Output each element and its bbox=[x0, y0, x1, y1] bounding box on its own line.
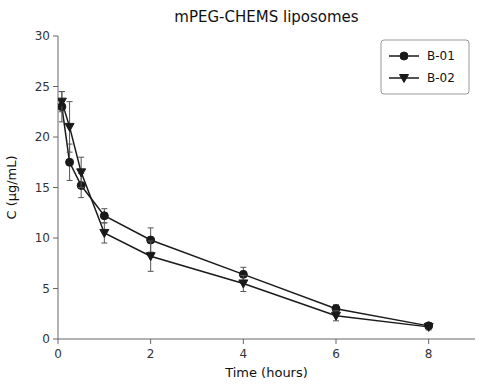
marker bbox=[100, 212, 108, 220]
error-bar-cap bbox=[59, 91, 65, 92]
error-bar-cap bbox=[101, 208, 107, 209]
x-tick-label: 8 bbox=[425, 347, 433, 361]
error-bar-cap bbox=[59, 111, 65, 112]
marker bbox=[66, 158, 74, 166]
error-bar-cap bbox=[78, 187, 84, 188]
error-bar-cap bbox=[67, 101, 73, 102]
error-bar-cap bbox=[333, 310, 339, 311]
x-tick-label: 0 bbox=[54, 347, 62, 361]
series-line bbox=[62, 107, 429, 326]
y-tick bbox=[53, 36, 58, 37]
y-tick-label: 10 bbox=[35, 231, 50, 245]
series-line bbox=[62, 102, 429, 327]
legend-label: B-02 bbox=[427, 71, 455, 85]
title: mPEG-CHEMS liposomes bbox=[174, 8, 358, 26]
chart-container: 0 2 4 6 8 0 5 10 15 20 25 30 mPEG-CHEMS liposomes Tim… bbox=[0, 0, 490, 387]
x-tick bbox=[243, 339, 244, 344]
legend-box bbox=[381, 40, 469, 94]
marker bbox=[239, 280, 248, 288]
error-bar-cap bbox=[240, 267, 246, 268]
error-bar-cap bbox=[101, 222, 107, 223]
x-tick bbox=[150, 339, 151, 344]
marker bbox=[332, 312, 341, 320]
error-bar-cap bbox=[148, 241, 154, 242]
marker bbox=[424, 323, 433, 331]
x-tick bbox=[336, 339, 337, 344]
y-tick-label: 20 bbox=[35, 130, 50, 144]
error-bar-cap bbox=[148, 227, 154, 228]
error-bar-cap bbox=[78, 197, 84, 198]
series bbox=[58, 92, 433, 330]
y-tick bbox=[53, 288, 58, 289]
error-bar bbox=[101, 209, 107, 223]
marker bbox=[400, 75, 409, 83]
plot-area bbox=[58, 92, 433, 332]
chart-svg: 0 2 4 6 8 0 5 10 15 20 25 30 mPEG-CHEMS liposomes Tim… bbox=[0, 0, 490, 387]
marker bbox=[58, 98, 66, 106]
y-tick-label: 15 bbox=[35, 181, 50, 195]
x-tick bbox=[428, 339, 429, 344]
x-axis-line bbox=[58, 339, 475, 340]
x-tick-label: 4 bbox=[240, 347, 248, 361]
background bbox=[0, 0, 490, 387]
y-axis-label: C (μg/mL) bbox=[4, 155, 19, 219]
marker bbox=[100, 229, 109, 237]
error-bar-cap bbox=[59, 121, 65, 122]
error-bar-cap bbox=[240, 291, 246, 292]
axes: 0 2 4 6 8 0 5 10 15 20 25 30 bbox=[35, 29, 475, 361]
error-bar-cap bbox=[101, 222, 107, 223]
y-tick bbox=[53, 137, 58, 138]
x-tick-label: 6 bbox=[332, 347, 340, 361]
y-tick-label: 30 bbox=[35, 29, 50, 43]
error-bar-cap bbox=[101, 243, 107, 244]
marker bbox=[65, 123, 74, 131]
y-tick-label: 0 bbox=[42, 332, 50, 346]
y-tick-label: 5 bbox=[42, 282, 50, 296]
legend-label: B-01 bbox=[427, 49, 455, 63]
error-bar-cap bbox=[148, 271, 154, 272]
marker bbox=[77, 169, 86, 177]
error-bar-cap bbox=[78, 157, 84, 158]
x-axis-label: Time (hours) bbox=[224, 365, 308, 380]
error-bar-cap bbox=[240, 275, 246, 276]
y-tick bbox=[53, 187, 58, 188]
error-bar-cap bbox=[67, 180, 73, 181]
x-tick bbox=[58, 339, 59, 344]
error-bar-cap bbox=[67, 152, 73, 153]
error-bar-cap bbox=[59, 91, 65, 92]
series bbox=[58, 92, 433, 332]
y-tick bbox=[53, 86, 58, 87]
marker bbox=[146, 253, 155, 261]
x-tick-label: 2 bbox=[147, 347, 155, 361]
marker bbox=[400, 52, 408, 60]
y-tick bbox=[53, 339, 58, 340]
legend: B-01 B-02 bbox=[381, 40, 469, 94]
y-tick-label: 25 bbox=[35, 80, 50, 94]
y-tick bbox=[53, 238, 58, 239]
